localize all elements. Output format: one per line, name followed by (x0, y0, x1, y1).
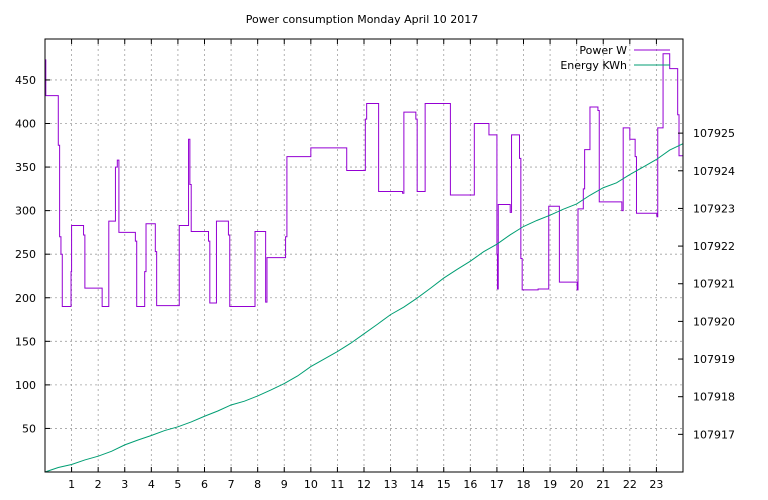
x-tick-label: 20 (570, 478, 584, 491)
x-tick-label: 5 (174, 478, 181, 491)
series-line-power (45, 53, 683, 307)
y2-tick-label: 107921 (693, 278, 735, 291)
x-tick-label: 10 (304, 478, 318, 491)
y2-tick-label: 107919 (693, 353, 735, 366)
y-tick-label: 450 (15, 74, 36, 87)
y-tick-label: 150 (15, 335, 36, 348)
x-tick-label: 14 (410, 478, 424, 491)
x-tick-label: 19 (543, 478, 557, 491)
y-tick-label: 250 (15, 248, 36, 261)
y2-tick-label: 107923 (693, 202, 735, 215)
y-tick-label: 350 (15, 161, 36, 174)
x-tick-label: 18 (517, 478, 531, 491)
x-tick-label: 3 (121, 478, 128, 491)
x-tick-label: 17 (490, 478, 504, 491)
series-line-energy (44, 143, 684, 473)
legend: Power W Energy KWh (560, 44, 670, 72)
y-tick-label: 300 (15, 205, 36, 218)
x-tick-label: 23 (649, 478, 663, 491)
x-tick-label: 16 (463, 478, 477, 491)
axis-ticks: 1 2 3 4 5 6 7 8 9 10 11 12 13 14 15 16 17 18 19 20 21 22 23501… (15, 39, 735, 491)
y2-tick-label: 107920 (693, 315, 735, 328)
plot-series (44, 53, 684, 473)
y-tick-label: 400 (15, 118, 36, 131)
x-tick-label: 7 (228, 478, 235, 491)
y2-tick-label: 107922 (693, 240, 735, 253)
x-tick-label: 13 (384, 478, 398, 491)
x-tick-label: 8 (254, 478, 261, 491)
y2-tick-label: 107918 (693, 391, 735, 404)
legend-label: Power W (579, 44, 627, 57)
x-tick-label: 9 (281, 478, 288, 491)
x-tick-label: 22 (623, 478, 637, 491)
x-tick-label: 4 (148, 478, 155, 491)
y2-tick-label: 107925 (693, 127, 735, 140)
x-tick-label: 11 (330, 478, 344, 491)
y2-tick-label: 107924 (693, 165, 735, 178)
x-tick-label: 12 (357, 478, 371, 491)
x-tick-label: 1 (68, 478, 75, 491)
x-tick-label: 21 (596, 478, 610, 491)
x-tick-label: 6 (201, 478, 208, 491)
y-tick-label: 50 (22, 422, 36, 435)
x-tick-label: 2 (95, 478, 102, 491)
x-tick-label: 15 (437, 478, 451, 491)
chart-title: Power consumption Monday April 10 2017 (246, 13, 479, 26)
y2-tick-label: 107917 (693, 428, 735, 441)
y-tick-label: 100 (15, 379, 36, 392)
grid-lines (45, 39, 683, 472)
y-tick-label: 200 (15, 292, 36, 305)
legend-label: Energy KWh (560, 59, 627, 72)
